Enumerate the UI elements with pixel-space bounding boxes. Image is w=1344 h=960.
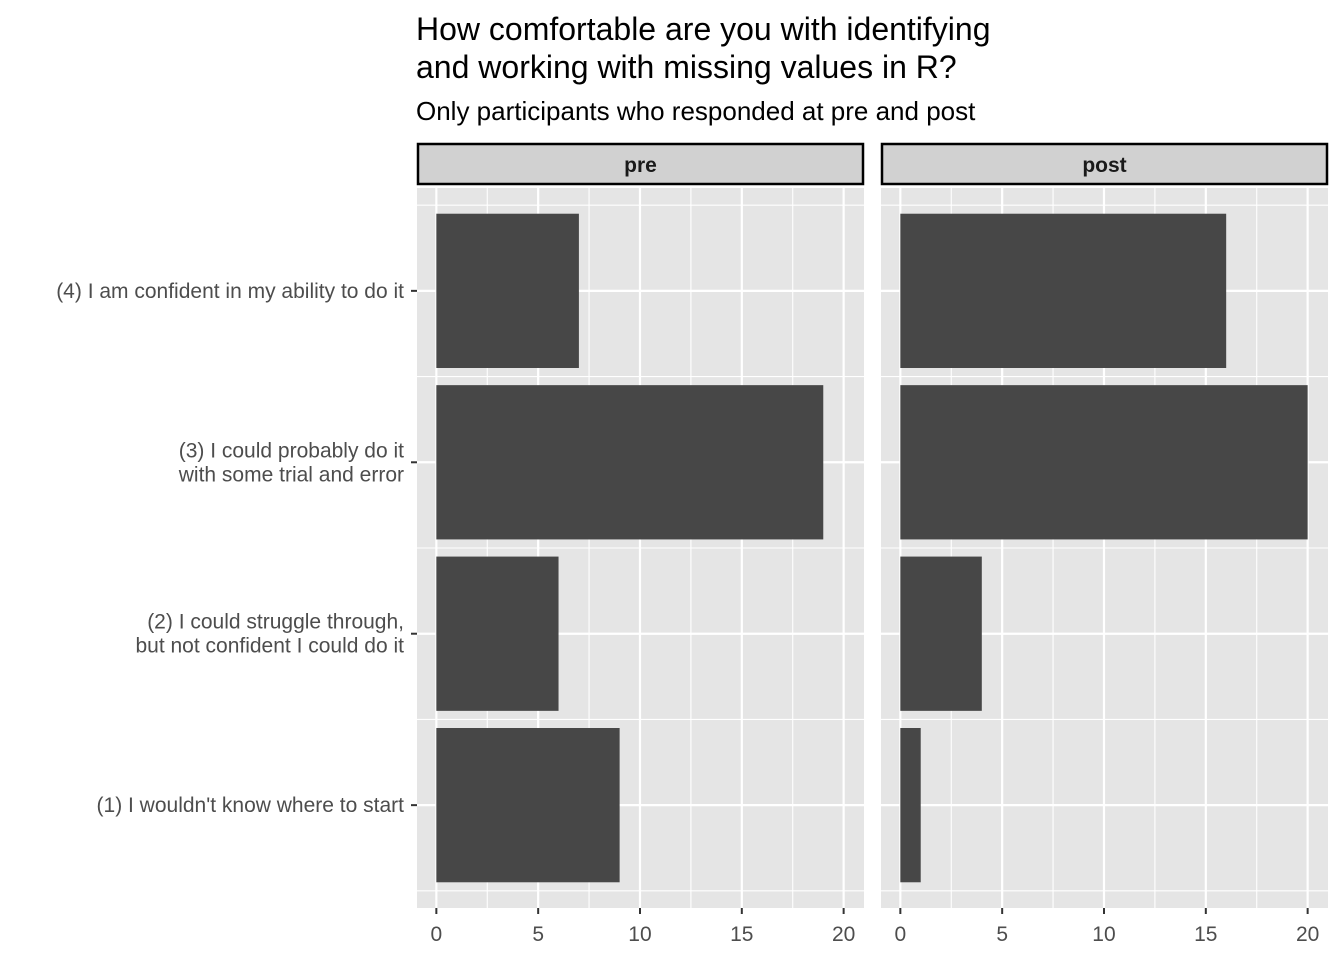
bar-post-4 <box>900 728 921 883</box>
y-tick-label: (2) I could struggle through, <box>147 611 404 634</box>
bar-pre-1 <box>436 213 579 368</box>
bar-pre-4 <box>436 728 620 883</box>
x-tick-label: 10 <box>1092 923 1115 946</box>
plot-area: pre 0 5 10 15 20 post 0 5 10 15 20 (4) I am confiden… <box>56 142 1329 946</box>
facet-strip <box>416 142 865 186</box>
bar-pre-2 <box>436 385 824 540</box>
chart-title-line-1: How comfortable are you with identifying <box>416 11 991 47</box>
facet-strip <box>880 142 1329 186</box>
y-tick-label: (4) I am confident in my ability to do i… <box>56 280 404 303</box>
facet-label-pre: pre <box>624 154 657 177</box>
y-tick-label: but not confident I could do it <box>135 635 404 658</box>
y-tick-label: (3) I could probably do it <box>179 439 404 462</box>
x-tick-label: 10 <box>628 923 651 946</box>
chart-title-line-2: and working with missing values in R? <box>416 49 957 85</box>
y-tick-label: (1) I wouldn't know where to start <box>97 794 405 817</box>
chart-subtitle: Only participants who responded at pre a… <box>416 96 976 126</box>
facet-label-post: post <box>1082 154 1126 177</box>
y-tick-label: with some trial and error <box>178 463 404 486</box>
x-tick-label: 20 <box>832 923 855 946</box>
bar-post-1 <box>900 213 1227 368</box>
x-tick-label: 5 <box>532 923 544 946</box>
x-tick-label: 15 <box>1194 923 1217 946</box>
x-tick-label: 0 <box>895 923 907 946</box>
x-tick-label: 20 <box>1296 923 1319 946</box>
bar-post-3 <box>900 556 982 711</box>
x-tick-label: 0 <box>431 923 443 946</box>
bar-pre-3 <box>436 556 559 711</box>
x-tick-label: 5 <box>996 923 1008 946</box>
x-tick-label: 15 <box>730 923 753 946</box>
bar-post-2 <box>900 385 1308 540</box>
